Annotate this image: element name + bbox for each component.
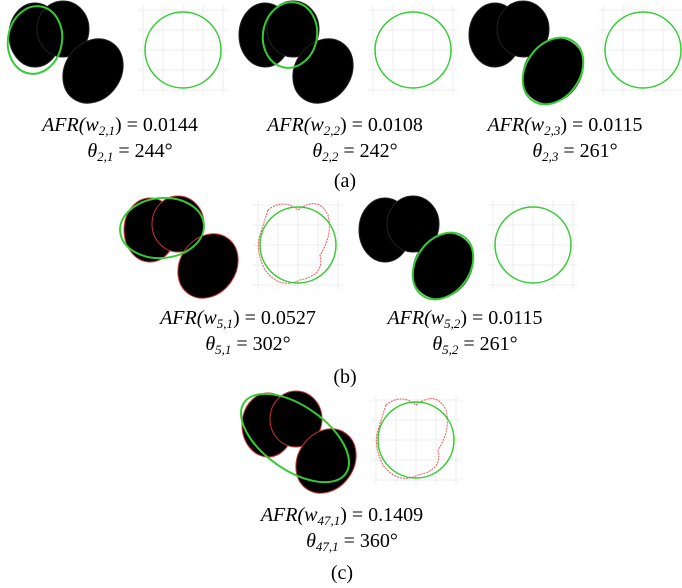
afr-sub: 5,1 — [217, 316, 233, 331]
theta-lhs: θ — [87, 140, 97, 162]
theta-rhs: = 242° — [338, 140, 397, 162]
figure: AFR(w2,1) = 0.0144θ2,1 = 244°AFR(w2,2) =… — [0, 0, 682, 588]
blob-image — [118, 194, 251, 309]
afr-formula: AFR(w5,2) = 0.0115 — [387, 307, 542, 335]
contour — [376, 399, 447, 479]
theta-lhs: θ — [432, 333, 442, 355]
panel-label: (a) — [334, 170, 356, 193]
theta-formula: θ47,1 = 360° — [306, 530, 398, 558]
blob-image — [469, 1, 596, 116]
panel-label: (b) — [333, 366, 356, 389]
theta-formula: θ2,1 = 244° — [87, 140, 172, 168]
theta-rhs: = 261° — [458, 333, 517, 355]
afr-formula: AFR(w2,1) = 0.0144 — [42, 114, 198, 142]
blob-image — [239, 0, 365, 115]
afr-rhs: ) = 0.0115 — [460, 307, 542, 329]
theta-rhs: = 360° — [339, 530, 398, 552]
blob-image — [3, 1, 136, 115]
afr-lhs: AFR(w — [387, 307, 444, 329]
afr-formula: AFR(w2,2) = 0.0108 — [267, 114, 423, 142]
afr-formula: AFR(w2,3) = 0.0115 — [487, 114, 642, 142]
afr-rhs: ) = 0.0527 — [233, 307, 316, 329]
afr-sub: 5,2 — [444, 316, 460, 331]
afr-sub: 2,1 — [99, 123, 115, 138]
afr-sub: 2,2 — [324, 123, 340, 138]
theta-sub: 5,2 — [442, 342, 458, 357]
afr-lhs: AFR(w — [267, 114, 324, 136]
theta-formula: θ2,3 = 261° — [532, 140, 617, 168]
afr-formula: AFR(w5,1) = 0.0527 — [160, 307, 316, 335]
theta-sub: 47,1 — [316, 539, 339, 554]
afr-sub: 2,3 — [544, 123, 560, 138]
blob-image — [359, 196, 486, 311]
afr-lhs: AFR(w — [261, 504, 318, 526]
theta-sub: 2,2 — [322, 149, 338, 164]
theta-lhs: θ — [532, 140, 542, 162]
theta-rhs: = 244° — [113, 140, 172, 162]
afr-rhs: ) = 0.0108 — [340, 114, 423, 136]
afr-lhs: AFR(w — [160, 307, 217, 329]
afr-formula: AFR(w47,1) = 0.1409 — [261, 504, 423, 532]
afr-lhs: AFR(w — [487, 114, 544, 136]
figure-art — [0, 0, 682, 588]
theta-sub: 2,1 — [97, 149, 113, 164]
theta-rhs: = 261° — [558, 140, 617, 162]
theta-formula: θ2,2 = 242° — [312, 140, 397, 168]
afr-rhs: ) = 0.1409 — [340, 504, 423, 526]
contour — [258, 204, 329, 284]
theta-lhs: θ — [312, 140, 322, 162]
afr-rhs: ) = 0.0144 — [115, 114, 198, 136]
afr-rhs: ) = 0.0115 — [560, 114, 642, 136]
afr-lhs: AFR(w — [42, 114, 99, 136]
theta-formula: θ5,1 = 302° — [205, 333, 290, 361]
theta-sub: 2,3 — [542, 149, 558, 164]
theta-sub: 5,1 — [215, 342, 231, 357]
theta-lhs: θ — [205, 333, 215, 355]
afr-sub: 47,1 — [317, 513, 340, 528]
theta-lhs: θ — [306, 530, 316, 552]
theta-rhs: = 302° — [231, 333, 290, 355]
panel-label: (c) — [331, 562, 353, 585]
theta-formula: θ5,2 = 261° — [432, 333, 517, 361]
blob-image — [226, 376, 369, 505]
